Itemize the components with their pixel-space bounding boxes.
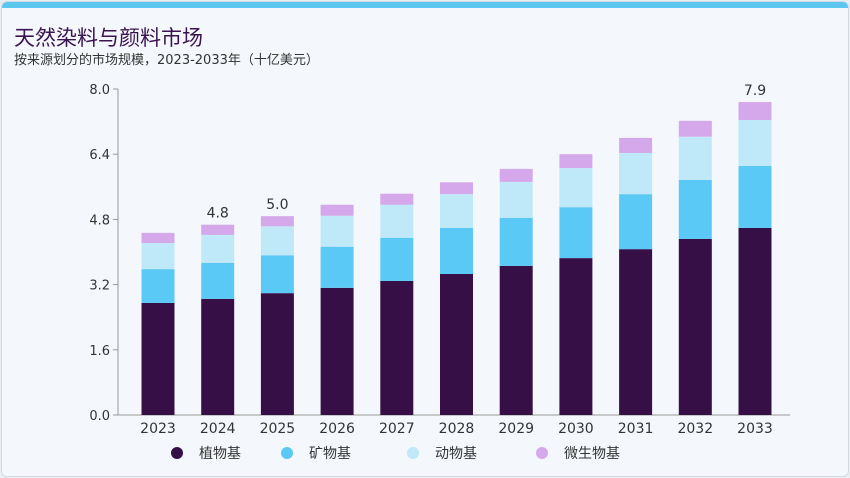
bar-segment-2032-微生物基 [678, 120, 712, 137]
bar-segment-2024-矿物基 [201, 263, 235, 299]
accent-bar [2, 2, 848, 8]
bar-segment-2024-动物基 [201, 234, 235, 264]
bar-segment-2030-微生物基 [559, 154, 593, 169]
bar-segment-2026-植物基 [320, 287, 354, 415]
x-tick-label: 2033 [737, 421, 773, 437]
bar-segment-2033-矿物基 [738, 166, 772, 228]
bar-segment-2023-矿物基 [141, 269, 175, 303]
legend-label: 微生物基 [564, 445, 620, 462]
bar-segment-2023-微生物基 [141, 232, 175, 244]
data-label: 5.0 [266, 197, 288, 213]
bar-segment-2033-植物基 [738, 227, 772, 415]
y-tick-label: 6.4 [89, 148, 110, 163]
y-tick-label: 1.6 [89, 344, 110, 359]
bar-segment-2029-矿物基 [499, 217, 533, 266]
y-tick-label: 4.8 [89, 213, 110, 228]
bar-segment-2031-动物基 [619, 152, 653, 195]
data-label: 7.9 [744, 83, 766, 99]
legend-marker [171, 447, 183, 459]
data-label: 4.8 [207, 206, 229, 222]
bar-segment-2026-矿物基 [320, 246, 354, 288]
legend-marker [281, 447, 293, 459]
bar-segment-2028-植物基 [440, 274, 473, 415]
bar-segment-2023-动物基 [141, 243, 175, 270]
x-tick-label: 2032 [677, 421, 713, 437]
y-tick-label: 3.2 [89, 279, 110, 294]
bar-segment-2028-矿物基 [440, 227, 473, 275]
chart-subtitle: 按来源划分的市场规模，2023-2033年（十亿美元） [14, 53, 319, 68]
bar-segment-2025-动物基 [260, 226, 294, 256]
bar-segment-2029-微生物基 [499, 168, 533, 182]
bar-segment-2028-动物基 [440, 194, 473, 228]
x-tick-label: 2025 [260, 421, 296, 437]
x-tick-label: 2029 [498, 421, 534, 437]
bar-segment-2031-矿物基 [619, 194, 653, 250]
bar-segment-2025-植物基 [260, 293, 294, 415]
bar-segment-2033-微生物基 [738, 102, 772, 120]
bar-segment-2030-动物基 [559, 168, 593, 208]
legend-label: 矿物基 [309, 445, 351, 462]
bar-segment-2029-动物基 [499, 181, 533, 218]
y-tick-label: 8.0 [89, 83, 110, 98]
bar-segment-2025-矿物基 [260, 255, 294, 294]
x-tick-label: 2031 [618, 421, 654, 437]
x-tick-label: 2024 [200, 421, 236, 437]
bar-segment-2027-微生物基 [380, 193, 414, 205]
bar-segment-2032-矿物基 [678, 179, 712, 239]
x-tick-label: 2028 [439, 421, 475, 437]
bar-segment-2030-矿物基 [559, 207, 593, 259]
bar-segment-2023-植物基 [141, 302, 175, 415]
x-tick-label: 2023 [140, 421, 176, 437]
bar-segment-2030-植物基 [559, 258, 593, 415]
bar-segment-2026-动物基 [320, 215, 354, 247]
bar-segment-2031-植物基 [619, 249, 653, 415]
bar-segment-2028-微生物基 [440, 182, 473, 195]
bar-segment-2033-动物基 [738, 119, 772, 167]
bar-segment-2024-微生物基 [201, 224, 235, 235]
bar-segment-2026-微生物基 [320, 204, 354, 216]
legend-marker [407, 447, 419, 459]
legend-label: 动物基 [435, 445, 477, 462]
bar-segment-2027-植物基 [380, 280, 414, 415]
bar-segment-2025-微生物基 [260, 216, 294, 227]
legend-marker [536, 447, 548, 459]
x-tick-label: 2026 [319, 421, 355, 437]
x-tick-label: 2027 [379, 421, 415, 437]
bar-segment-2027-动物基 [380, 204, 414, 238]
bar-segment-2032-动物基 [678, 136, 712, 180]
bar-segment-2032-植物基 [678, 238, 712, 415]
y-tick-label: 0.0 [89, 409, 110, 424]
legend-label: 植物基 [199, 445, 241, 462]
x-tick-label: 2030 [558, 421, 594, 437]
chart-title: 天然染料与颜料市场 [14, 26, 203, 50]
bar-segment-2027-矿物基 [380, 237, 414, 281]
bar-segment-2024-植物基 [201, 298, 235, 415]
bar-segment-2031-微生物基 [619, 137, 653, 153]
bar-segment-2029-植物基 [499, 265, 533, 415]
